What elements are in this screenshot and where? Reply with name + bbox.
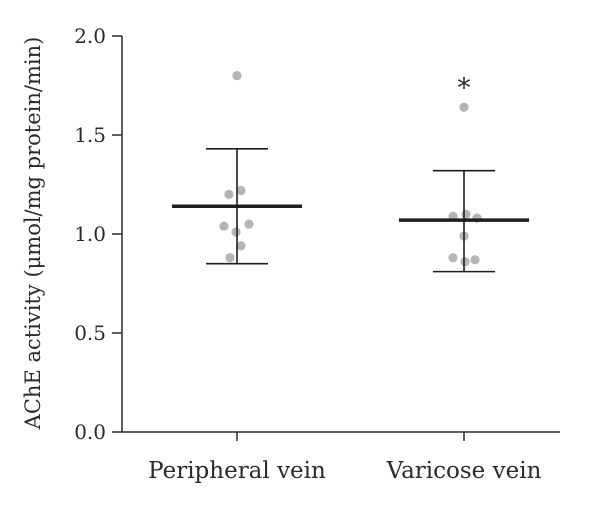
x-tick-label: Peripheral vein	[148, 458, 326, 484]
significance-annotation: *	[458, 73, 471, 103]
y-tick-label: 1.0	[74, 222, 106, 246]
data-point	[224, 189, 234, 199]
x-tick-label: Varicose vein	[386, 458, 542, 484]
y-tick-label: 1.5	[74, 123, 106, 147]
data-point	[236, 241, 246, 251]
chart-marks: *	[172, 71, 529, 273]
data-point	[459, 102, 469, 112]
data-point	[232, 71, 242, 81]
y-tick-label: 0.5	[74, 321, 106, 345]
y-tick-label: 0.0	[74, 420, 106, 444]
data-point	[244, 219, 254, 229]
data-point	[470, 255, 480, 265]
data-point	[448, 253, 458, 263]
y-tick-label: 2.0	[74, 24, 106, 48]
series-group: *	[399, 73, 529, 273]
data-point	[236, 185, 246, 196]
axes: 0.0 0.5 1.0 1.5 2.0 Peripheral vein Varicose v…	[74, 24, 560, 484]
data-point	[461, 209, 471, 219]
data-point	[231, 227, 241, 237]
y-axis-label: AChE activity (μmol/mg protein/min)	[21, 37, 45, 431]
data-point	[219, 221, 229, 231]
series-group	[172, 71, 302, 265]
data-point	[460, 257, 470, 267]
data-point	[225, 253, 235, 263]
